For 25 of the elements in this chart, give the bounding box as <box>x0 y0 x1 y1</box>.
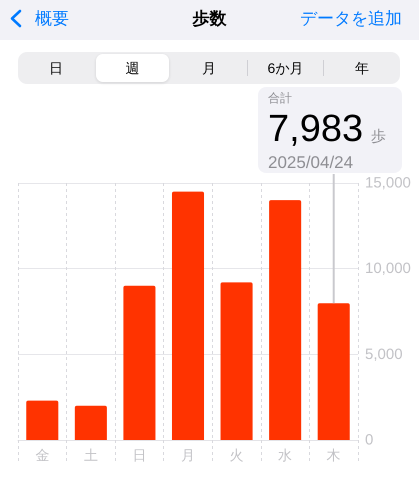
bar <box>172 192 204 440</box>
y-tick-label: 15,000 <box>365 174 411 192</box>
annotation: 2025/04/24 <box>268 153 354 173</box>
x-tick-label: 日 <box>132 447 146 463</box>
data-label: 7,983 <box>268 108 364 150</box>
y-tick-label: 5,000 <box>365 346 403 363</box>
y-tick-label: 0 <box>365 432 374 448</box>
x-tick-label: 月 <box>181 447 195 463</box>
x-tick-label: 火 <box>230 447 244 463</box>
bar <box>269 200 302 440</box>
text: 概要 <box>35 9 69 29</box>
text: データを追加 <box>300 9 402 29</box>
bar <box>318 303 350 440</box>
chart-title: 歩数 <box>192 9 226 28</box>
bar <box>220 282 253 440</box>
x-tick-label: 金 <box>35 447 50 463</box>
x-tick-label: 水 <box>278 447 292 463</box>
x-tick-label: 土 <box>84 447 98 463</box>
segmented-control: 日 週 月 6か月 年 <box>18 52 400 84</box>
bar <box>26 400 58 440</box>
callout-box: 合計 7,983 歩 2025/04/24 <box>258 87 402 173</box>
x-tick-label: 木 <box>326 447 341 463</box>
bar <box>74 406 107 440</box>
y-tick-label: 10,000 <box>365 260 411 278</box>
bar <box>123 286 156 440</box>
